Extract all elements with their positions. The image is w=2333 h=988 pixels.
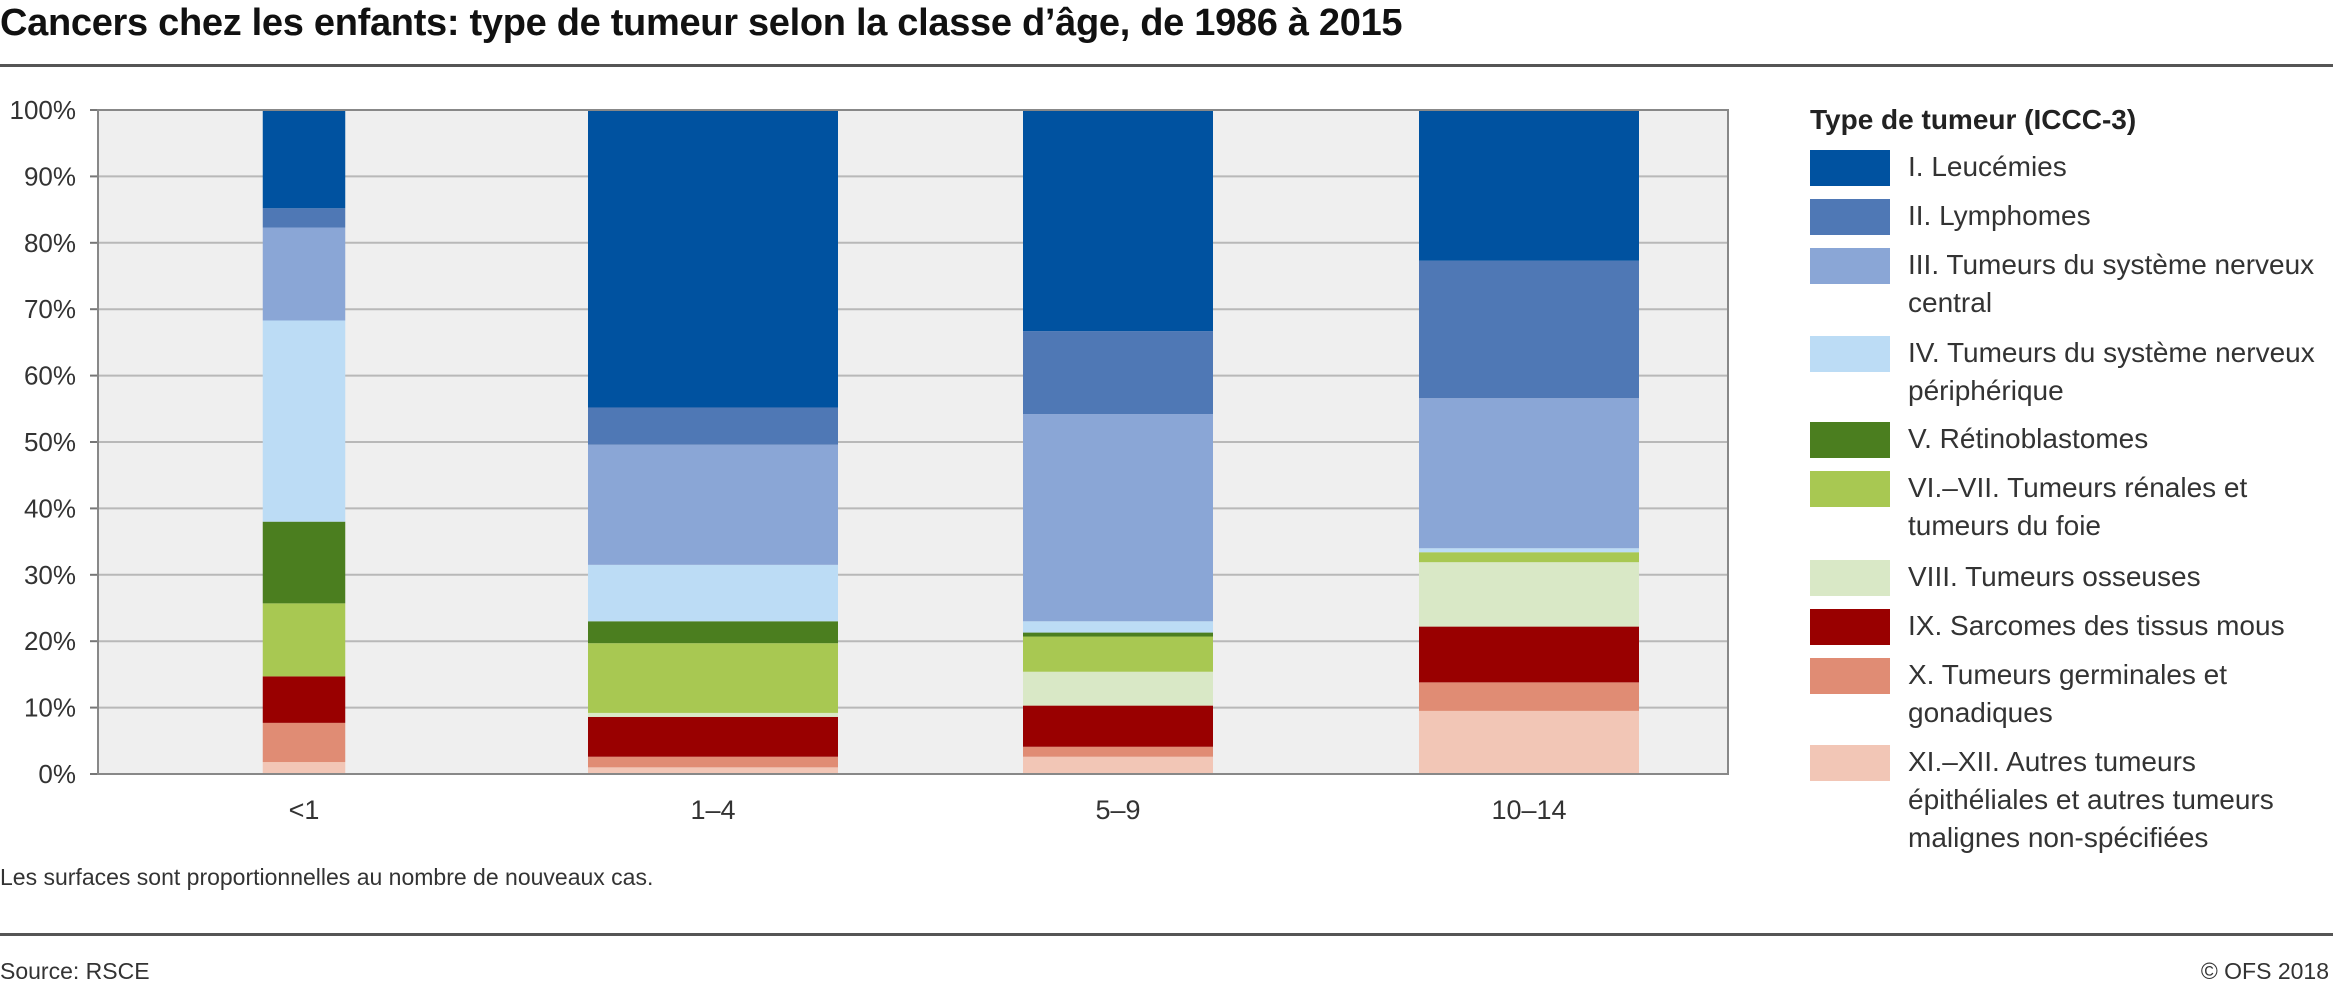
legend-swatch xyxy=(1810,422,1890,458)
bar-segment xyxy=(1023,632,1213,637)
bar-segment xyxy=(1023,746,1213,757)
legend-swatch xyxy=(1810,658,1890,694)
bar-segment xyxy=(588,444,838,565)
legend-swatch xyxy=(1810,609,1890,645)
y-tick-label: 50% xyxy=(24,427,76,457)
legend-label: X. Tumeurs germinales et gonadiques xyxy=(1908,659,2228,728)
legend-label: VIII. Tumeurs osseuses xyxy=(1908,561,2201,592)
footer-divider xyxy=(0,933,2333,936)
copyright-text: © OFS 2018 xyxy=(2200,958,2329,984)
bar-segment xyxy=(1419,552,1639,563)
y-tick-label: 0% xyxy=(38,759,76,789)
bar-segment xyxy=(1419,548,1639,553)
x-tick-label: <1 xyxy=(289,795,320,825)
legend-title: Type de tumeur (ICCC-3) xyxy=(1810,104,2137,135)
bar-segment xyxy=(1419,626,1639,683)
y-tick-label: 90% xyxy=(24,161,76,191)
bar-segment xyxy=(1023,331,1213,415)
bar-segment xyxy=(1023,414,1213,622)
x-tick-label: 10–14 xyxy=(1491,795,1566,825)
legend-swatch xyxy=(1810,150,1890,186)
y-tick-label: 40% xyxy=(24,493,76,523)
bar-segment xyxy=(1419,398,1639,549)
bar-segment xyxy=(1023,671,1213,706)
bar-segment xyxy=(1023,756,1213,774)
bar-segment xyxy=(1023,636,1213,672)
chart-note: Les surfaces sont proportionnelles au no… xyxy=(0,864,654,890)
bar-segment xyxy=(588,110,838,408)
bar-segment xyxy=(262,676,346,723)
legend-swatch xyxy=(1810,248,1890,284)
legend-label: IX. Sarcomes des tissus mous xyxy=(1908,610,2285,641)
stacked-bar-chart: 0% 10% 20% 30% 40% 50% 60% 70% 80% 90% 100% <1 1–4 5–… xyxy=(10,95,1729,825)
bar-segment xyxy=(1023,621,1213,633)
x-tick-label: 1–4 xyxy=(690,795,735,825)
bar-segment xyxy=(588,407,838,445)
y-tick-label: 70% xyxy=(24,294,76,324)
legend-swatch xyxy=(1810,199,1890,235)
legend-label: V. Rétinoblastomes xyxy=(1908,423,2149,454)
legend-swatch xyxy=(1810,336,1890,372)
bar-segment xyxy=(262,722,346,763)
legend-swatch xyxy=(1810,471,1890,507)
title-divider xyxy=(0,64,2333,67)
bar-segment xyxy=(588,564,838,622)
y-tick-label: 20% xyxy=(24,626,76,656)
bar-segment xyxy=(588,756,838,768)
bar-segment xyxy=(262,603,346,677)
x-tick-label: 5–9 xyxy=(1095,795,1140,825)
bar-segment xyxy=(1419,562,1639,627)
bar-segment xyxy=(588,716,838,757)
bar-segment xyxy=(262,110,346,209)
legend-swatch xyxy=(1810,745,1890,781)
y-tick-label: 30% xyxy=(24,560,76,590)
y-tick-label: 10% xyxy=(24,693,76,723)
bar-segment xyxy=(262,227,346,321)
source-text: Source: RSCE xyxy=(0,958,150,984)
y-tick-label: 60% xyxy=(24,361,76,391)
legend-label: III. Tumeurs du système nerveux central xyxy=(1908,249,2315,318)
legend-label: I. Leucémies xyxy=(1908,151,2067,182)
plot-frame xyxy=(97,109,1729,775)
y-tick-label: 100% xyxy=(10,95,77,125)
bar-segment xyxy=(1023,110,1213,332)
bar-segment xyxy=(1419,110,1639,261)
legend-label: IV. Tumeurs du système nerveux périphéri… xyxy=(1908,337,2315,406)
bar-segment xyxy=(588,643,838,713)
chart-title: Cancers chez les enfants: type de tumeur… xyxy=(0,2,1403,44)
bar-segment xyxy=(1419,682,1639,711)
bar-segment xyxy=(1419,710,1639,774)
legend-label: XI.–XII. Autres tumeurs épithéliales et … xyxy=(1908,746,2274,853)
bar-segment xyxy=(588,621,838,644)
bar-segment xyxy=(588,767,838,774)
legend-swatch xyxy=(1810,560,1890,596)
bar-segment xyxy=(1419,260,1639,399)
y-tick-label: 80% xyxy=(24,228,76,258)
bar-segment xyxy=(262,208,346,228)
bar-segment xyxy=(262,521,346,604)
bar-segment xyxy=(262,320,346,522)
bar-segment xyxy=(262,762,346,774)
legend-label: II. Lymphomes xyxy=(1908,200,2091,231)
legend-label: VI.–VII. Tumeurs rénales et tumeurs du f… xyxy=(1908,472,2248,541)
bar-segment xyxy=(1023,705,1213,747)
bar-segment xyxy=(588,712,838,717)
